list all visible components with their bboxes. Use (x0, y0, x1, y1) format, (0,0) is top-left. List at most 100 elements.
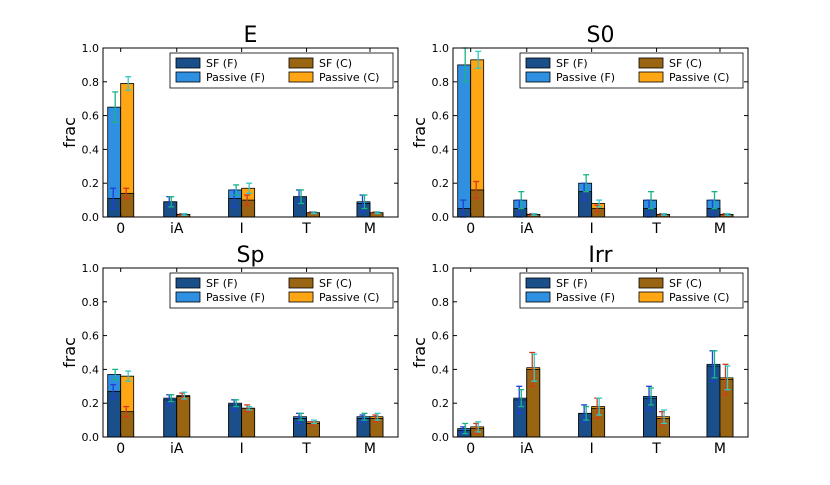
bar-sf-c-I (241, 407, 256, 438)
y-tick-label: 0.0 (82, 431, 100, 444)
bar-sf-f-M (706, 365, 721, 438)
plot-frame (452, 267, 749, 438)
legend-label: SF (F) (206, 57, 238, 70)
plot-frame (452, 47, 749, 218)
chart-title: S0 (587, 23, 615, 48)
legend-swatch (638, 57, 664, 69)
legend-swatch (638, 71, 664, 83)
y-tick-label: 0.6 (432, 110, 450, 123)
bar-sf-c-iA (526, 368, 541, 438)
x-tick-label: T (301, 221, 311, 237)
legend-box (169, 272, 394, 309)
bar-sf-f-I (228, 198, 243, 218)
y-tick-label: 0.0 (82, 211, 100, 224)
legend-label: Passive (F) (206, 71, 265, 84)
y-axis-label: frac (410, 117, 429, 148)
bar-sf-c-T (656, 418, 670, 438)
legend-label: SF (F) (206, 277, 238, 290)
legend-swatch (525, 291, 551, 303)
legend-swatch (525, 71, 551, 83)
bar-sf-c-I (591, 407, 606, 438)
y-tick-label: 0.4 (82, 143, 100, 156)
legend-label: SF (C) (669, 277, 702, 290)
bar-sf-f-T (643, 397, 657, 438)
legend: SF (F)Passive (F) SF (C)Passive (C) (519, 272, 744, 309)
legend-label: Passive (C) (319, 291, 379, 304)
bar-sf-f-M (706, 208, 721, 218)
legend-box (519, 52, 744, 89)
bar-sf-c-0 (470, 428, 485, 438)
legend-label: Passive (C) (319, 71, 379, 84)
x-tick-label: iA (520, 441, 534, 457)
legend: SF (F)Passive (F) SF (C)Passive (C) (519, 52, 744, 89)
x-tick-label: I (240, 441, 244, 457)
x-tick-label: I (590, 441, 594, 457)
bar-sf-f-I (578, 412, 593, 438)
bar-sf-f-T (643, 208, 657, 218)
legend-label: Passive (F) (206, 291, 265, 304)
legend-swatch (288, 71, 314, 83)
legend-box (519, 272, 744, 309)
y-tick-label: 1.0 (432, 262, 450, 275)
legend-box (169, 52, 394, 89)
y-tick-label: 0.0 (432, 431, 450, 444)
y-tick-label: 0.8 (82, 296, 100, 309)
legend-swatch (175, 71, 201, 83)
legend-label: SF (C) (319, 277, 352, 290)
legend-label: Passive (C) (669, 291, 729, 304)
legend-swatch (638, 291, 664, 303)
x-tick-label: I (590, 221, 594, 237)
legend-label: SF (F) (556, 57, 588, 70)
legend-swatch (175, 57, 201, 69)
x-tick-label: 0 (116, 441, 125, 457)
bar-sf-f-0 (107, 198, 122, 218)
bar-sf-c-I (241, 199, 256, 218)
legend: SF (F)Passive (F) SF (C)Passive (C) (169, 272, 394, 309)
x-tick-label: I (240, 221, 244, 237)
bar-sf-f-iA (513, 399, 528, 438)
y-tick-label: 1.0 (432, 42, 450, 55)
plot-frame (102, 267, 399, 438)
y-tick-label: 0.2 (432, 177, 450, 190)
bar-sf-f-I (578, 191, 593, 218)
x-tick-label: T (301, 441, 311, 457)
legend-swatch (175, 277, 201, 289)
y-tick-label: 0.6 (432, 330, 450, 343)
y-tick-label: 0.4 (432, 143, 450, 156)
legend-swatch (175, 291, 201, 303)
x-tick-label: 0 (466, 441, 475, 457)
y-axis-label: frac (60, 117, 79, 148)
x-tick-label: T (651, 221, 661, 237)
y-tick-label: 1.0 (82, 262, 100, 275)
x-tick-label: M (714, 441, 726, 457)
legend-swatch (288, 277, 314, 289)
chart-title: E (244, 23, 258, 48)
y-tick-label: 1.0 (82, 42, 100, 55)
y-axis-label: frac (410, 337, 429, 368)
y-tick-label: 0.2 (82, 177, 100, 190)
legend-swatch (638, 277, 664, 289)
legend-label: Passive (C) (669, 71, 729, 84)
legend-swatch (288, 291, 314, 303)
x-tick-label: iA (170, 441, 184, 457)
legend-label: Passive (F) (556, 291, 615, 304)
x-tick-label: M (364, 221, 376, 237)
chart-title: Irr (588, 243, 613, 268)
plot-frame (102, 47, 399, 218)
x-tick-label: 0 (466, 221, 475, 237)
legend-label: Passive (F) (556, 71, 615, 84)
x-tick-label: T (651, 441, 661, 457)
legend-label: SF (C) (319, 57, 352, 70)
bar-sf-f-0 (457, 208, 472, 218)
y-tick-label: 0.6 (82, 110, 100, 123)
bar-passive-f-0 (457, 64, 472, 218)
y-tick-label: 0.4 (432, 363, 450, 376)
y-tick-label: 0.2 (432, 397, 450, 410)
bar-sf-c-0 (120, 411, 135, 438)
x-tick-label: M (714, 221, 726, 237)
legend-swatch (288, 57, 314, 69)
x-tick-label: iA (170, 221, 184, 237)
